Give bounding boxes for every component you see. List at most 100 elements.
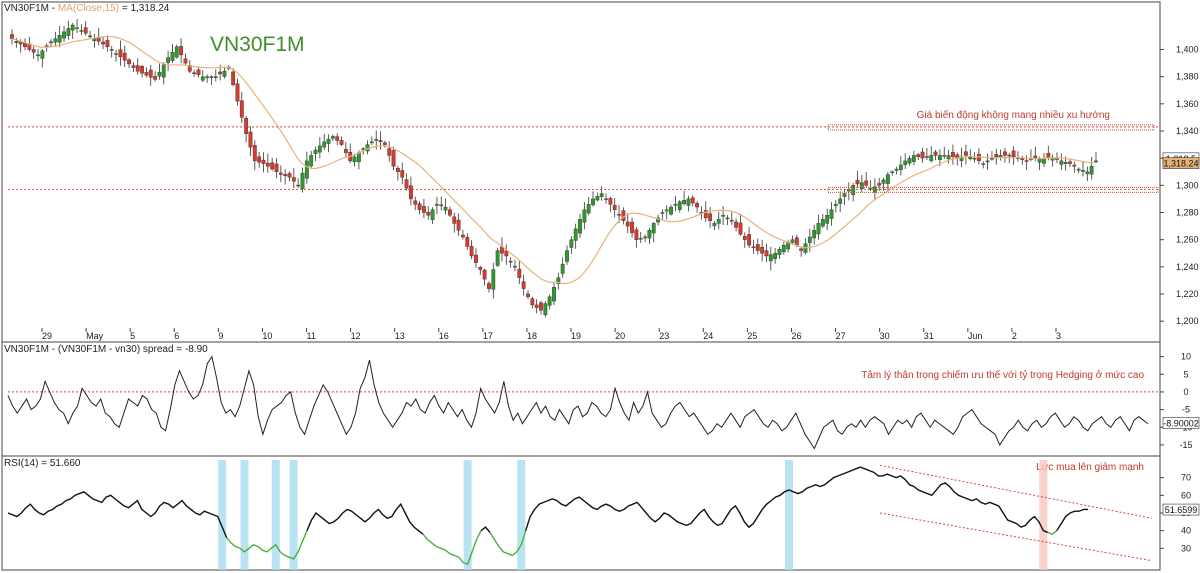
ma-value-badge: 1,318.24 [1163, 159, 1198, 169]
rsi-line [480, 526, 491, 533]
candle-down [452, 216, 457, 224]
candle-up [599, 193, 604, 197]
candle-up [573, 228, 578, 241]
price-ytick-label: 1,200 [1176, 316, 1199, 326]
ma-value-badge-box [1162, 157, 1200, 169]
candle-down [465, 236, 470, 247]
candle-down [708, 213, 712, 221]
rsi-series-layer [7, 464, 1153, 566]
candle-down [409, 185, 413, 200]
candle-down [148, 69, 153, 78]
x-tick-label: 20 [615, 331, 625, 341]
candle-down [526, 293, 530, 297]
candle-up [443, 206, 448, 211]
candle-up [972, 157, 977, 160]
candle-down [378, 140, 383, 143]
candle-up [495, 250, 500, 266]
rsi-ytick-label: 60 [1181, 490, 1191, 500]
candle-down [122, 52, 127, 61]
candle-up [369, 141, 374, 144]
candle-up [352, 156, 357, 163]
resistance-zone [827, 124, 1155, 131]
candle-down [231, 71, 236, 86]
candle-down [755, 244, 760, 251]
candle-down [751, 246, 756, 249]
candle-up [673, 204, 678, 206]
candle-up [578, 219, 582, 234]
candle-down [426, 212, 431, 216]
candle-up [881, 179, 886, 184]
ma-line [11, 35, 1097, 285]
candle-up [946, 155, 951, 160]
price-ytick-label: 1,380 [1176, 72, 1199, 82]
price-series-layer [8, 19, 1159, 318]
rsi-line [525, 466, 1049, 534]
candle-up [807, 236, 812, 243]
candle-down [1020, 158, 1025, 160]
rsi-ytick-label: 30 [1181, 543, 1191, 553]
price-ytick-label: 1,240 [1176, 262, 1199, 272]
candle-up [859, 182, 864, 189]
candle-up [820, 219, 825, 227]
candle-down [799, 248, 804, 251]
candle-up [114, 53, 118, 55]
candle-up [591, 198, 595, 206]
x-tick-label: 31 [924, 331, 934, 341]
candle-up [543, 303, 548, 316]
price-ytick-label: 1,340 [1176, 126, 1199, 136]
candle-up [825, 215, 830, 224]
candle-down [278, 172, 283, 175]
candle-up [62, 31, 66, 39]
candle-up [222, 71, 227, 77]
candle-down [855, 179, 860, 185]
candle-up [313, 149, 318, 154]
candle-up [985, 160, 990, 163]
axis-labels-layer: 1,2001,2201,2401,2601,2801,3001,3201,340… [41, 44, 1199, 553]
price-ytick-label: 1,360 [1176, 99, 1199, 109]
candle-down [413, 200, 418, 205]
candle-down [738, 222, 743, 235]
candle-up [725, 217, 730, 220]
candle-up [938, 155, 942, 160]
candle-up [816, 223, 821, 235]
candle-up [682, 200, 686, 205]
price-ytick-label: 1,300 [1176, 180, 1199, 190]
rsi-ytick-label: 70 [1181, 473, 1191, 483]
candle-down [951, 151, 955, 158]
candle-down [933, 151, 938, 156]
x-tick-label: 5 [130, 331, 135, 341]
rsi-line [489, 530, 527, 557]
candle-up [768, 254, 773, 262]
candle-down [417, 203, 422, 210]
candle-down [244, 118, 249, 134]
x-tick-label: 13 [395, 331, 405, 341]
candle-down [192, 72, 197, 74]
candle-down [964, 151, 968, 156]
candle-down [270, 162, 275, 170]
candle-down [478, 267, 483, 270]
candle-up [781, 244, 786, 253]
candle-down [131, 65, 136, 68]
candle-up [838, 198, 843, 204]
candle-up [677, 201, 682, 210]
candle-down [617, 214, 621, 216]
x-tick-label: 27 [836, 331, 846, 341]
candle-down [977, 154, 981, 162]
price-ytick-label: 1,260 [1176, 235, 1199, 245]
candle-up [1059, 160, 1064, 165]
candle-down [1011, 150, 1016, 158]
candle-down [101, 41, 105, 45]
candle-down [612, 204, 617, 210]
candle-up [712, 223, 717, 227]
rsi-line [226, 530, 308, 560]
candle-up [435, 204, 439, 206]
candle-up [40, 50, 45, 59]
candle-up [161, 64, 166, 78]
x-tick-label: 16 [439, 331, 449, 341]
candle-down [387, 148, 392, 156]
candle-up [70, 24, 75, 31]
candle-down [404, 179, 409, 189]
candle-down [135, 65, 140, 72]
candle-down [105, 40, 110, 47]
candle-up [942, 155, 947, 157]
